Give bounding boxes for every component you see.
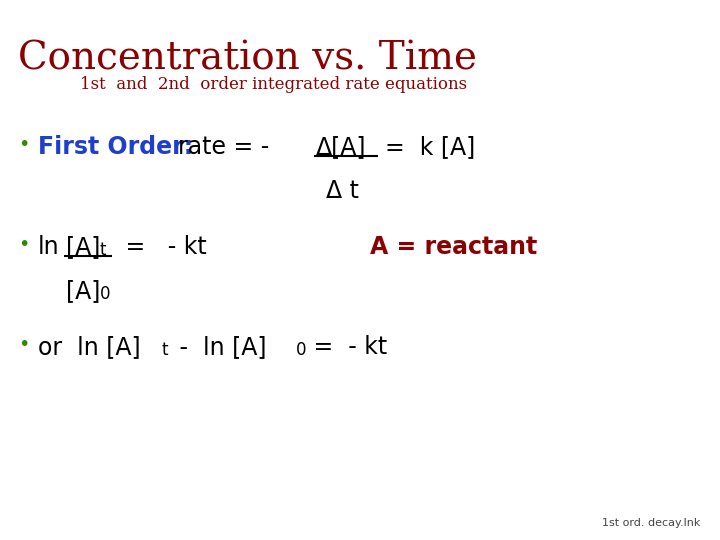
Text: •: • xyxy=(18,335,30,354)
Text: •: • xyxy=(18,235,30,254)
Text: Δ[A]: Δ[A] xyxy=(316,135,366,159)
Text: ln: ln xyxy=(38,235,60,259)
Text: or  ln [A]: or ln [A] xyxy=(38,335,140,359)
Text: 1st ord. decay.lnk: 1st ord. decay.lnk xyxy=(602,518,700,528)
Text: =  k [A]: = k [A] xyxy=(385,135,475,159)
Text: t: t xyxy=(162,341,168,359)
Text: t: t xyxy=(100,241,107,259)
Text: Concentration vs. Time: Concentration vs. Time xyxy=(18,40,477,77)
Text: 0: 0 xyxy=(100,285,110,303)
Text: 0: 0 xyxy=(296,341,307,359)
Text: A = reactant: A = reactant xyxy=(370,235,537,259)
Text: First Order:: First Order: xyxy=(38,135,193,159)
Text: =  - kt: = - kt xyxy=(306,335,387,359)
Text: rate = -: rate = - xyxy=(178,135,276,159)
Text: Δ t: Δ t xyxy=(326,179,359,203)
Text: [A]: [A] xyxy=(66,235,100,259)
Text: =   - kt: = - kt xyxy=(118,235,207,259)
Text: -  ln [A]: - ln [A] xyxy=(172,335,266,359)
Text: •: • xyxy=(18,135,30,154)
Text: 1st  and  2nd  order integrated rate equations: 1st and 2nd order integrated rate equati… xyxy=(80,76,467,93)
Text: [A]: [A] xyxy=(66,279,100,303)
